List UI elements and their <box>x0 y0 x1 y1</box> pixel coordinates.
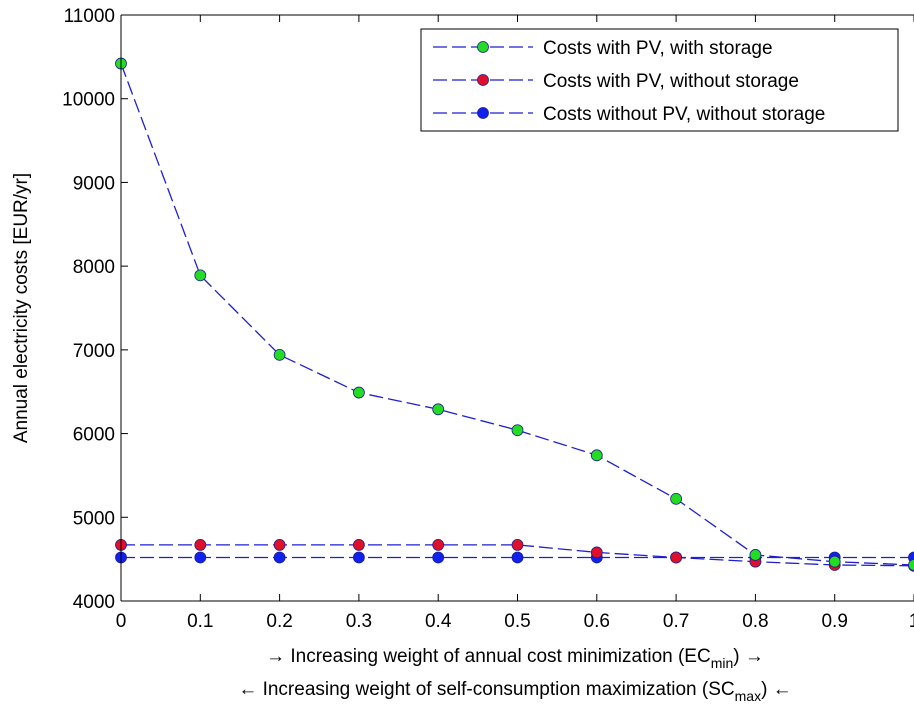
x-tick-label: 0.2 <box>266 611 292 632</box>
data-point <box>352 386 365 399</box>
data-point <box>511 424 524 437</box>
ticks-layer: 0 0.1 0.2 0.3 0.4 0.5 0.6 0.7 0.8 0.9 1 4000 5000 600… <box>62 6 914 632</box>
x-axis-label-line1-subscript: min <box>711 655 734 671</box>
data-point <box>194 539 207 551</box>
legend-marker <box>477 41 489 53</box>
data-point <box>511 539 524 551</box>
x-axis-label-line2-prefix: ← Increasing weight of self-consumption … <box>238 679 734 700</box>
data-point <box>352 539 365 551</box>
x-axis-label-line1-suffix: ) → <box>733 646 764 667</box>
data-point <box>273 348 286 361</box>
x-axis-label-line1-prefix: → Increasing weight of annual cost minim… <box>266 646 711 667</box>
data-point <box>908 559 914 571</box>
legend-entry-3: Costs without PV, without storage <box>433 104 825 125</box>
legend-marker <box>477 107 489 119</box>
legend-marker <box>477 74 489 86</box>
x-tick-label: 0.4 <box>425 611 452 632</box>
data-point <box>590 449 603 462</box>
data-point <box>273 551 286 564</box>
data-point <box>194 269 207 282</box>
data-point <box>511 551 524 564</box>
y-tick-label: 8000 <box>73 257 115 278</box>
legend-label: Costs without PV, without storage <box>543 104 825 125</box>
data-point <box>670 551 682 564</box>
legend: Costs with PV, with storage Costs with PV… <box>420 28 899 132</box>
y-axis-label: Annual electricity costs [EUR/yr] <box>11 173 32 443</box>
y-tick-label: 11000 <box>64 6 115 27</box>
x-axis-label-line2: ← Increasing weight of self-consumption … <box>238 679 791 704</box>
x-tick-label: 0.6 <box>584 611 610 632</box>
y-tick-label: 4000 <box>73 592 115 613</box>
series-1 <box>115 57 914 571</box>
legend-label: Costs with PV, without storage <box>543 71 799 92</box>
legend-entry-1: Costs with PV, with storage <box>433 38 773 59</box>
x-tick-label: 0.7 <box>663 611 689 632</box>
x-tick-label: 1 <box>909 611 914 632</box>
x-tick-label: 0 <box>116 611 127 632</box>
y-tick-label: 6000 <box>73 425 115 446</box>
data-point <box>590 546 603 559</box>
x-tick-label: 0.1 <box>187 611 213 632</box>
y-tick-label: 9000 <box>73 173 115 194</box>
series-layer <box>115 57 914 572</box>
data-point <box>352 551 365 564</box>
data-point <box>432 403 445 416</box>
legend-label: Costs with PV, with storage <box>543 38 773 59</box>
data-point <box>670 492 682 505</box>
data-point <box>194 551 207 564</box>
x-tick-label: 0.5 <box>504 611 530 632</box>
legend-entry-2: Costs with PV, without storage <box>433 71 799 92</box>
x-axis-label-line1: → Increasing weight of annual cost minim… <box>266 646 764 671</box>
data-point <box>432 539 445 551</box>
y-tick-label: 5000 <box>73 508 115 529</box>
data-point <box>749 549 762 561</box>
y-tick-label: 7000 <box>73 341 115 362</box>
data-point <box>273 539 286 551</box>
x-axis-label-line2-suffix: ) ← <box>761 679 792 700</box>
x-tick-label: 0.3 <box>346 611 372 632</box>
data-point <box>828 555 841 568</box>
y-tick-label: 10000 <box>62 90 115 111</box>
x-axis-label-line2-subscript: max <box>735 688 761 704</box>
x-tick-label: 0.9 <box>821 611 847 632</box>
data-point <box>432 551 445 564</box>
x-tick-label: 0.8 <box>742 611 768 632</box>
